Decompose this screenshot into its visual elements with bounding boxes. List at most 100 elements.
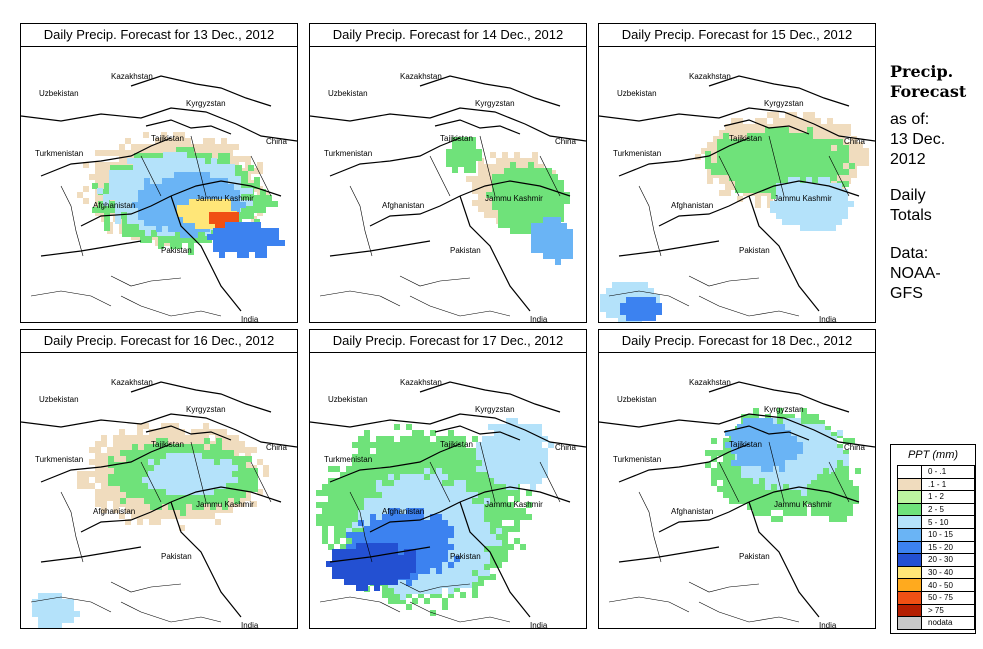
precip-cell xyxy=(813,175,819,181)
precip-cell xyxy=(173,429,179,435)
precip-cell xyxy=(472,558,478,564)
precip-cell xyxy=(328,496,334,502)
precip-cell xyxy=(506,478,512,484)
precip-cell xyxy=(478,522,484,528)
precip-cell xyxy=(472,580,478,586)
precip-cell xyxy=(520,508,526,514)
precip-cell xyxy=(518,442,524,448)
precip-cell xyxy=(564,198,570,204)
precip-cell xyxy=(454,510,460,516)
precip-cell xyxy=(632,297,638,303)
precip-cell xyxy=(138,468,144,474)
precip-cell xyxy=(370,538,376,544)
precip-cell xyxy=(350,549,356,555)
precip-cell xyxy=(180,444,186,450)
precip-cell xyxy=(263,471,269,477)
precip-cell xyxy=(155,513,161,519)
precip-cell xyxy=(101,150,107,156)
precip-cell xyxy=(89,483,95,489)
precip-cell xyxy=(771,157,777,163)
precip-cell xyxy=(612,312,618,318)
precip-cell xyxy=(208,471,214,477)
precip-cell xyxy=(362,579,368,585)
precip-cell xyxy=(472,182,478,188)
precip-cell xyxy=(837,169,843,175)
precip-cell xyxy=(162,190,168,196)
precip-cell xyxy=(132,468,138,474)
precip-cell xyxy=(144,444,150,450)
precip-cell xyxy=(163,164,169,170)
precip-cell xyxy=(546,192,552,198)
precip-cell xyxy=(400,436,406,442)
precip-cell xyxy=(466,516,472,522)
precip-cell xyxy=(241,188,247,194)
map-label-pakistan: Pakistan xyxy=(739,246,770,255)
precip-cell xyxy=(279,240,285,246)
precip-cell xyxy=(143,423,149,429)
precip-cell xyxy=(133,194,139,200)
precip-cell xyxy=(32,599,38,605)
precip-cell xyxy=(818,177,824,183)
precip-cell xyxy=(173,435,179,441)
forecast-panel-day3: Daily Precip. Forecast for 15 Dec., 2012… xyxy=(598,23,876,323)
precip-cell xyxy=(248,195,254,201)
precip-cell xyxy=(524,460,530,466)
precip-cell xyxy=(498,222,504,228)
precip-cell xyxy=(500,478,506,484)
precip-cell xyxy=(424,504,430,510)
precip-cell xyxy=(201,223,207,229)
precip-cell xyxy=(795,157,801,163)
precip-cell xyxy=(795,133,801,139)
precip-cell xyxy=(95,162,101,168)
precip-cell xyxy=(466,576,472,582)
precip-cell xyxy=(430,532,436,538)
precip-cell xyxy=(701,148,707,154)
precip-cell xyxy=(472,188,478,194)
precip-cell xyxy=(201,211,207,217)
precip-cell xyxy=(765,133,771,139)
country-border xyxy=(130,381,272,413)
precip-cell xyxy=(498,198,504,204)
precip-cell xyxy=(794,177,800,183)
precip-cell xyxy=(174,498,180,504)
precip-cell xyxy=(454,516,460,522)
precip-cell xyxy=(225,246,231,252)
precip-cell xyxy=(460,522,466,528)
precip-cell xyxy=(460,528,466,534)
precip-cell xyxy=(131,513,137,519)
precip-cell xyxy=(436,468,442,474)
precip-cell xyxy=(364,532,370,538)
precip-cell xyxy=(208,459,214,465)
precip-cell xyxy=(555,241,561,247)
precip-cell xyxy=(795,139,801,145)
precip-cell xyxy=(855,468,861,474)
precip-cell xyxy=(194,153,200,159)
map-label-kyrgyzstan: Kyrgyzstan xyxy=(186,99,226,108)
precip-cell xyxy=(168,190,174,196)
precip-cell xyxy=(190,465,196,471)
precip-cell xyxy=(482,466,488,472)
precip-cell xyxy=(755,196,761,202)
precip-cell xyxy=(38,611,44,617)
precip-cell xyxy=(132,444,138,450)
precip-cell xyxy=(340,484,346,490)
precip-cell xyxy=(482,442,488,448)
precip-cell xyxy=(612,282,618,288)
country-border xyxy=(369,195,461,227)
precip-cell xyxy=(650,303,656,309)
precip-cell xyxy=(818,225,824,231)
precip-cell xyxy=(388,514,394,520)
precip-cell xyxy=(240,456,246,462)
precip-cell xyxy=(466,484,472,490)
precip-cell xyxy=(508,508,514,514)
precip-cell xyxy=(430,454,436,460)
precip-cell xyxy=(168,202,174,208)
precip-cell xyxy=(542,448,548,454)
precip-cell xyxy=(101,495,107,501)
precip-cell xyxy=(376,454,382,460)
precip-cell xyxy=(831,432,837,438)
precip-cell xyxy=(132,492,138,498)
precip-cell xyxy=(412,430,418,436)
precip-cell xyxy=(626,303,632,309)
precip-cell xyxy=(273,228,279,234)
